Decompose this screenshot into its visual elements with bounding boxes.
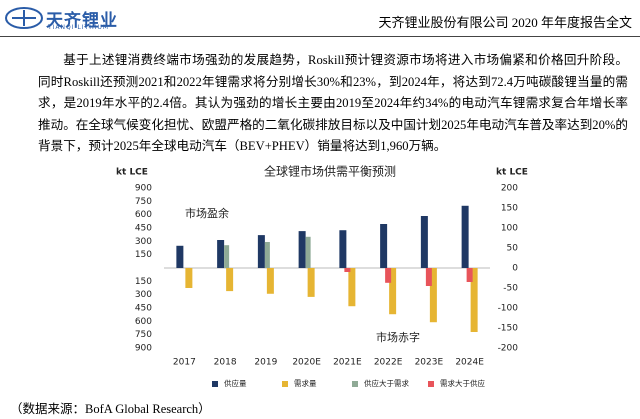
x-tick-label: 2020E [292,358,321,368]
y2-tick-label: -100 [498,304,519,314]
x-tick-label: 2024E [455,358,484,368]
x-tick-label: 2022E [374,358,403,368]
bar [176,245,184,268]
x-tick-label: 2018 [214,358,237,368]
bar [226,268,234,292]
bar [339,230,347,268]
y-tick-label: 150 [135,250,152,260]
bar [389,268,397,315]
y-tick-label: 750 [135,330,152,340]
legend-label: 需求大于供应 [440,378,485,388]
bar [380,224,388,268]
y-tick-label: 900 [135,184,152,194]
bar [344,268,351,272]
bar [425,268,432,286]
y2-tick-label: -50 [503,284,518,294]
y-tick-label: 300 [135,237,152,247]
bar [217,240,225,268]
bar [348,268,356,307]
y2-tick-label: 150 [501,204,518,214]
y-tick-label: 300 [135,290,152,300]
x-tick-label: 2021E [333,358,362,368]
legend-swatch [352,381,358,387]
y2-tick-label: 200 [501,184,518,194]
y-tick-label: 450 [135,304,152,314]
y2-tick-label: 50 [507,244,519,254]
x-tick-label: 2023E [415,358,444,368]
x-tick-label: 2019 [254,358,277,368]
header-title: 天齐锂业股份有限公司 2020 年年度报告全文 [378,15,632,30]
y2-tick-label: 100 [501,224,518,234]
legend-swatch [212,381,218,387]
paragraph: 基于上述锂消费终端市场强劲的发展趋势，Roskill预计锂资源市场将进入市场偏紧… [38,53,628,153]
logo-icon [5,7,43,29]
source-note: （数据来源：BofA Global Research） [10,402,211,416]
bar [224,245,230,268]
bar [470,268,478,332]
x-tick-label: 2017 [173,358,196,368]
bar [257,235,265,268]
y2-tick-label: -150 [498,324,519,334]
bar [298,231,306,268]
legend-label: 供应量 [224,378,247,388]
y2-tick-label: -200 [498,344,519,354]
legend-swatch [282,381,288,387]
annotation: 市场赤字 [376,330,420,344]
bar [429,268,437,323]
bar [385,268,392,283]
legend-label: 供应大于需求 [364,378,409,388]
bar [466,268,473,282]
y-tick-label: 750 [135,197,152,207]
y-tick-label: 150 [135,277,152,287]
y2-axis-label: kt LCE [496,168,528,178]
bar [461,205,469,268]
y-tick-label: 450 [135,224,152,234]
bar [420,216,428,268]
chart-title: 全球锂市场供需平衡预测 [264,164,396,179]
bar [264,242,270,268]
logo-subtext: TIANQI LITHIUM [48,24,110,31]
bar [266,268,274,294]
y-tick-label: 600 [135,317,152,327]
legend-label: 需求量 [294,378,317,388]
annotation: 市场盈余 [185,206,229,220]
bar [185,268,193,288]
y2-tick-label: 0 [512,264,518,274]
chart: 全球锂市场供需平衡预测 kt LCE kt LCE 900 750 600 450 300 15… [116,164,528,389]
y-tick-label: 600 [135,210,152,220]
bar [305,236,311,268]
y-tick-label: 900 [135,344,152,354]
header: 天齐锂业 TIANQI LITHIUM 天齐锂业股份有限公司 2020 年年度报… [0,0,640,37]
bar [307,268,315,297]
legend-swatch [428,381,434,387]
y-axis-label: kt LCE [116,168,148,178]
logo-text: 天齐锂业 [46,11,118,31]
